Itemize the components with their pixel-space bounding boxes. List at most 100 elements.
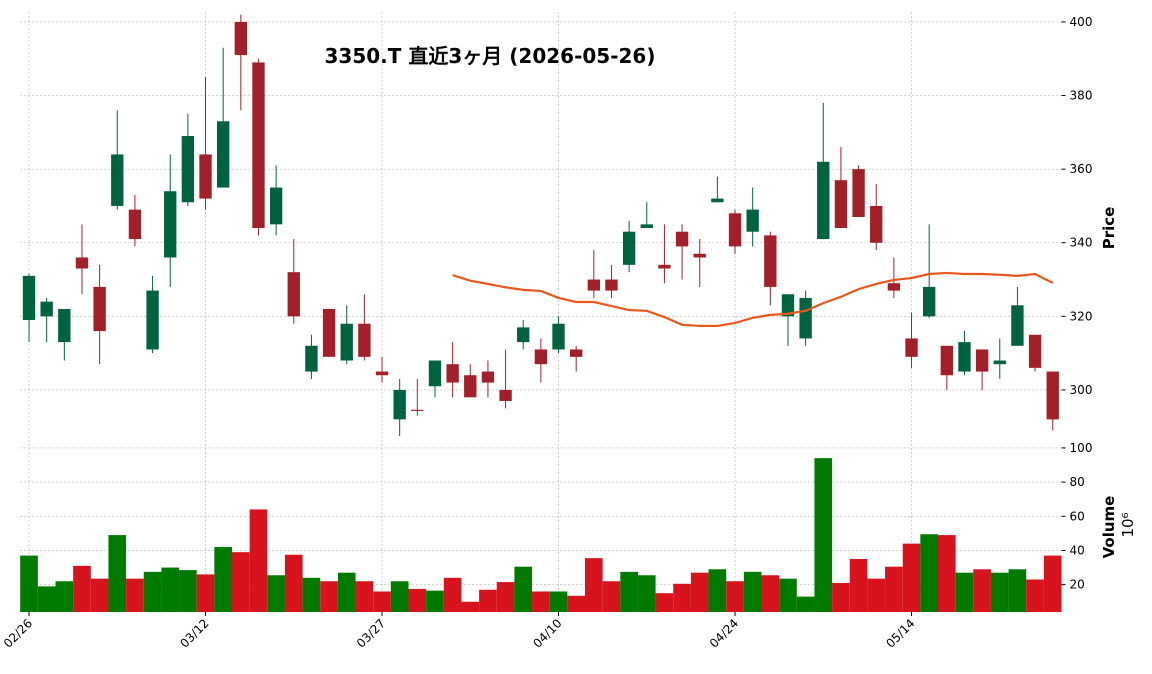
candle-body <box>922 286 936 317</box>
candle-body <box>128 209 142 240</box>
volume-bar <box>232 552 250 612</box>
candle-body <box>75 257 89 269</box>
candle-body <box>164 191 177 258</box>
candle-body <box>658 264 671 269</box>
x-tick-label: 04/10 <box>530 616 564 650</box>
candle-body <box>905 338 918 357</box>
volume-bar <box>973 569 991 612</box>
volume-bar <box>673 583 691 612</box>
y-tick-label: 100 <box>1070 441 1093 455</box>
volume-bar <box>514 566 533 612</box>
y-tick-label: 400 <box>1070 15 1093 29</box>
volume-bar <box>1026 579 1044 612</box>
y-tick-label: 360 <box>1070 162 1093 176</box>
volume-bar <box>90 578 109 612</box>
volume-bar <box>73 565 91 612</box>
volume-bar <box>426 590 444 612</box>
candle-body <box>358 323 371 357</box>
volume-axis-label: Volume <box>1100 496 1118 559</box>
candle-body <box>111 154 124 206</box>
volume-scale-label: 10⁶ <box>1119 512 1137 537</box>
candle-body <box>234 21 248 56</box>
y-axis-label: Price <box>1100 207 1118 250</box>
y-tick-label: 320 <box>1070 309 1093 323</box>
volume-bar <box>796 596 815 612</box>
volume-bar <box>832 582 850 612</box>
volume-bar <box>337 572 356 612</box>
volume-bar <box>549 591 568 612</box>
volume-bar <box>355 581 374 612</box>
candle-body <box>728 213 742 247</box>
candle-body <box>975 349 989 372</box>
volume-bar <box>849 559 868 612</box>
candle-body <box>199 154 212 199</box>
candle-body <box>746 209 759 232</box>
candle-body <box>446 364 459 383</box>
volume-bar <box>902 543 921 612</box>
x-tick-label: 05/14 <box>883 616 917 650</box>
volume-bar <box>532 591 550 612</box>
volume-bar <box>479 589 497 612</box>
candle-body <box>781 294 795 317</box>
candle-body <box>93 286 106 332</box>
candle-body <box>640 224 653 229</box>
volume-bar <box>920 534 938 612</box>
volume-bar <box>761 575 780 612</box>
candle-body <box>764 235 777 287</box>
volume-bar <box>655 593 674 612</box>
y-tick-label: 80 <box>1070 475 1085 489</box>
volume-bar <box>214 547 232 612</box>
y-tick-label: 300 <box>1070 383 1093 397</box>
candle-body <box>817 161 830 240</box>
x-tick-label: 03/27 <box>354 616 388 650</box>
candle-body <box>146 290 159 350</box>
volume-bar <box>814 458 833 612</box>
candle-body <box>587 279 601 291</box>
volume-bar <box>620 571 638 612</box>
volume-bar <box>885 566 903 612</box>
candle-body <box>305 345 318 372</box>
candle-body <box>852 169 865 217</box>
volume-bar <box>461 601 480 612</box>
volume-bar <box>726 581 744 612</box>
volume-bar <box>496 582 515 612</box>
volume-bar <box>743 571 762 612</box>
candle-body <box>340 323 353 361</box>
moving-average-line <box>452 271 1054 328</box>
candle-body <box>464 375 477 398</box>
candle-body <box>693 253 706 258</box>
volume-bar <box>637 575 656 612</box>
y-tick-label: 60 <box>1070 509 1085 523</box>
volume-bar <box>990 572 1009 612</box>
volume-bar <box>1008 569 1027 612</box>
candle-body <box>534 349 548 365</box>
volume-bar <box>196 574 215 612</box>
candle-body <box>411 409 424 411</box>
y-tick-label: 380 <box>1070 89 1093 103</box>
candle-body <box>22 275 36 321</box>
volume-bar <box>302 577 321 612</box>
candle-body <box>834 180 848 229</box>
candle-body <box>799 297 812 339</box>
candle-body <box>622 231 636 265</box>
volume-bar <box>585 558 603 612</box>
candle-body <box>993 360 1006 365</box>
candle-body <box>1028 334 1042 368</box>
volume-bar <box>955 572 974 612</box>
candle-body <box>428 360 442 387</box>
candle-body <box>1011 305 1024 346</box>
y-tick-label: 20 <box>1070 578 1085 592</box>
volume-bar <box>179 570 197 612</box>
volume-bar <box>143 571 162 612</box>
candle-body <box>216 121 230 188</box>
candle-body <box>940 345 954 376</box>
volume-bar <box>373 591 391 612</box>
candle-body <box>887 283 901 291</box>
candle-body <box>958 342 971 372</box>
candle-body <box>58 308 71 343</box>
candle-body <box>322 308 336 357</box>
candle-body <box>181 136 195 203</box>
volume-bar <box>938 535 956 612</box>
